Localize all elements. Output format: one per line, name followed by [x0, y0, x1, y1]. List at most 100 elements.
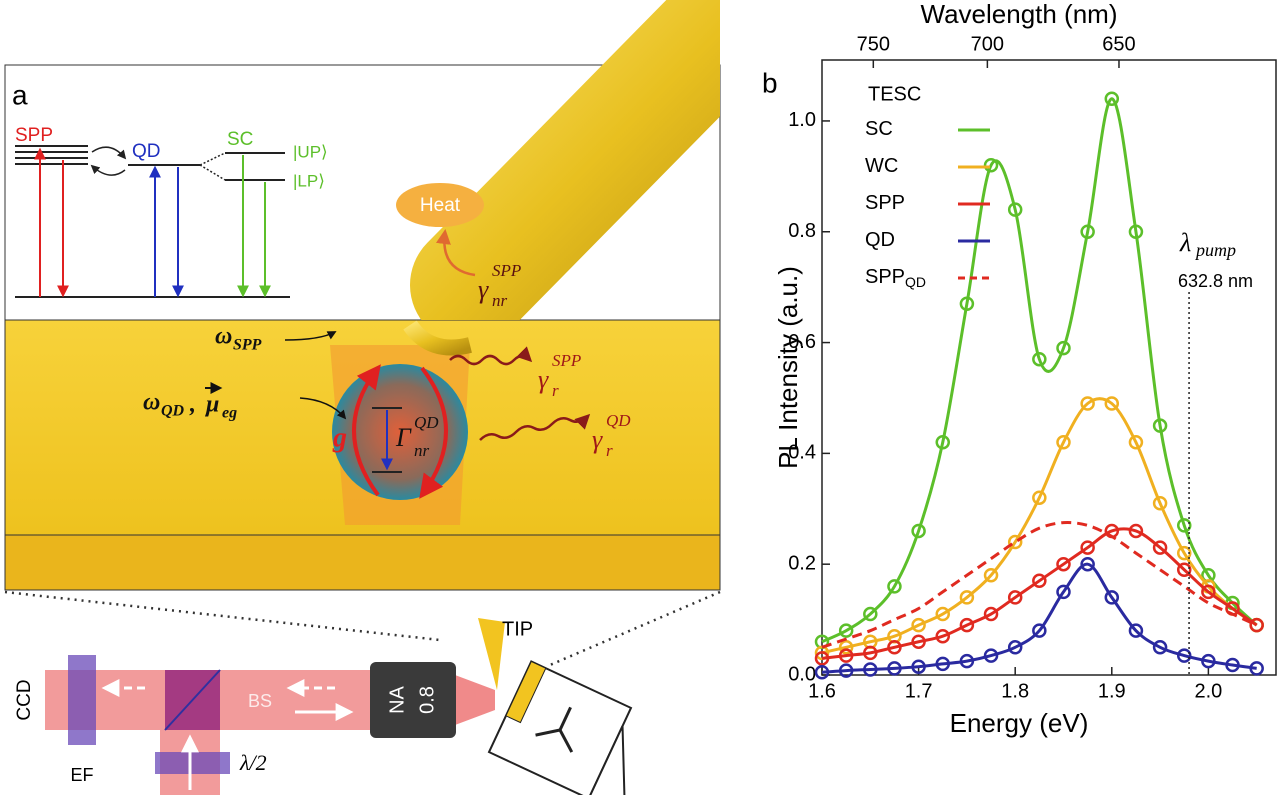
- tip: [410, 0, 720, 320]
- data-point: [1201, 653, 1216, 669]
- data-point: [1249, 617, 1264, 633]
- data-point: [1032, 351, 1047, 367]
- data-point: [935, 435, 950, 450]
- x-tick-label: 1.7: [905, 680, 933, 702]
- data-point: [1152, 495, 1168, 511]
- separator: ,: [189, 392, 196, 418]
- legend-label: SC: [865, 118, 893, 140]
- data-point: [1249, 661, 1264, 676]
- data-point: [1176, 648, 1192, 663]
- data-point: [1152, 640, 1168, 655]
- x-axis-label: Energy (eV): [950, 708, 1089, 738]
- data-point: [838, 663, 854, 678]
- level-label: |UP⟩: [293, 142, 328, 161]
- data-point: [1080, 556, 1095, 572]
- data-point: [814, 651, 830, 666]
- superscript: SPP: [552, 351, 581, 370]
- quantum-dot: [332, 364, 468, 500]
- pump-symbol: λ: [1179, 228, 1191, 257]
- subscript: nr: [414, 441, 430, 460]
- symbol: Γ: [395, 423, 412, 452]
- data-point: [814, 664, 830, 680]
- subscript: r: [552, 381, 559, 400]
- data-point: [1080, 224, 1095, 240]
- superscript: SPP: [492, 261, 521, 280]
- legend-name: SPP: [865, 192, 905, 214]
- data-point: [1128, 435, 1144, 450]
- data-point: [887, 579, 902, 594]
- symbol: ω: [143, 390, 160, 416]
- data-point: [935, 656, 950, 672]
- objective: [370, 662, 456, 738]
- symbol: μ: [204, 392, 219, 418]
- level-label: |LP⟩: [293, 171, 325, 190]
- stage: [487, 660, 633, 800]
- bs-label: BS: [248, 691, 272, 711]
- symbol: γ: [538, 365, 549, 394]
- data-point: [838, 640, 854, 655]
- tip-apex: [403, 320, 472, 356]
- tip-small: [478, 618, 505, 690]
- data-point: [1032, 490, 1047, 505]
- panel-a: a SPP QD SC |UP⟩ |LP⟩ Heat γ nr SPP ω SP…: [4, 0, 721, 800]
- coupling-label: g: [332, 422, 347, 453]
- x2-tick-label: 650: [1102, 33, 1135, 55]
- bs-diagonal: [164, 669, 221, 731]
- x-tick-label: 1.9: [1098, 680, 1126, 702]
- panel-label: b: [762, 67, 778, 98]
- series-line: [821, 397, 1258, 655]
- superscript: QD: [414, 413, 439, 432]
- data-point: [959, 653, 975, 669]
- data-point: [1080, 540, 1095, 555]
- panel-b: 1.6 1.7 1.8 1.9 2.0 0.0 0.2 0.4 0.6 0.8 1.0 750 700 6…: [762, 0, 1277, 738]
- y-tick-label: 1.0: [788, 109, 816, 131]
- arrow: [90, 164, 126, 176]
- data-point: [1104, 91, 1120, 107]
- legend-label: SPP: [865, 192, 905, 214]
- y-tick-label: 0.0: [788, 663, 816, 685]
- y-tick-label: 0.4: [788, 442, 816, 464]
- data-point: [887, 640, 902, 655]
- data-point: [1201, 584, 1216, 600]
- x-tick-label: 1.8: [1001, 680, 1029, 702]
- legend-name: QD: [865, 229, 895, 251]
- data-point: [1128, 623, 1144, 638]
- data-point: [1056, 340, 1071, 356]
- arrow: [284, 331, 337, 341]
- data-point: [1104, 590, 1120, 605]
- data-point: [1007, 590, 1023, 605]
- legend-subscript: QD: [905, 274, 926, 290]
- waveplate-label: λ/2: [239, 750, 267, 775]
- wavy-arrow: [479, 413, 591, 441]
- subscript: SPP: [233, 337, 262, 354]
- ef-label: EF: [70, 765, 93, 785]
- data-point: [887, 661, 902, 676]
- arrow: [299, 397, 347, 420]
- heat-blob: [396, 183, 484, 227]
- data-point: [1225, 657, 1240, 673]
- arrow: [91, 146, 127, 160]
- data-point: [983, 606, 999, 622]
- data-point: [911, 659, 926, 674]
- data-point: [1007, 202, 1023, 217]
- data-point: [983, 568, 999, 583]
- legend-name: WC: [865, 155, 898, 177]
- data-point: [1152, 418, 1168, 433]
- gamma-r-spp: γ r SPP: [538, 351, 581, 400]
- data-point: [935, 628, 950, 644]
- y-axis-label: PL Intensity (a.u.): [773, 266, 803, 469]
- data-point: [959, 296, 975, 312]
- y-tick-label: 0.2: [788, 552, 816, 574]
- legend-label: WC: [865, 155, 898, 177]
- panel-label: a: [12, 79, 28, 110]
- data-point: [1007, 534, 1023, 550]
- gamma-nr-qd: Γ nr QD: [395, 413, 439, 460]
- legend-label: SPPQD: [865, 266, 926, 289]
- data-point: [838, 623, 854, 638]
- na-value: 0.8: [416, 686, 438, 714]
- subscript: r: [606, 441, 613, 460]
- legend-name: SC: [865, 118, 893, 140]
- data-point: [863, 606, 878, 622]
- na-label: NA: [386, 685, 408, 713]
